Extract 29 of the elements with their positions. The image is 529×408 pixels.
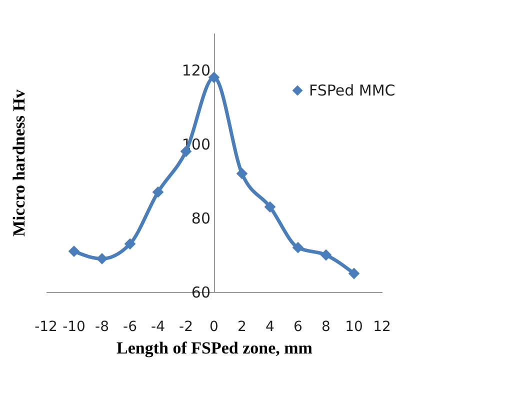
point [152, 186, 164, 198]
legend-label: FSPed MMC [309, 82, 396, 100]
x-tick-label: -4 [151, 319, 166, 335]
point [264, 201, 276, 213]
x-tick-label: -12 [34, 319, 58, 335]
x-tick-label: 4 [266, 319, 275, 335]
point [320, 249, 332, 261]
point [236, 168, 248, 180]
point [96, 253, 108, 264]
x-tick-label: 0 [210, 319, 218, 335]
x-tick-label: -10 [62, 319, 86, 335]
point [292, 242, 304, 254]
y-tick-label: 80 [191, 210, 210, 228]
x-tick-label: -2 [179, 319, 193, 335]
x-tick-label: 10 [345, 319, 363, 335]
x-tick-label: 12 [373, 319, 391, 335]
x-tick-label: 2 [238, 319, 246, 335]
point [348, 268, 360, 280]
y-tick-label: 60 [191, 284, 210, 302]
point [208, 72, 220, 84]
y-tick-label: 120 [182, 62, 210, 80]
x-tick-label: 6 [294, 319, 303, 335]
point [124, 238, 136, 250]
point [68, 246, 80, 257]
x-tick-label: 8 [322, 319, 330, 335]
x-tick-label: -8 [95, 319, 109, 335]
x-tick-label: -6 [123, 319, 138, 335]
y-axis-title: Miccro hardness Hv [10, 89, 28, 237]
x-axis-title: Length of FSPed zone, mm [116, 338, 312, 358]
